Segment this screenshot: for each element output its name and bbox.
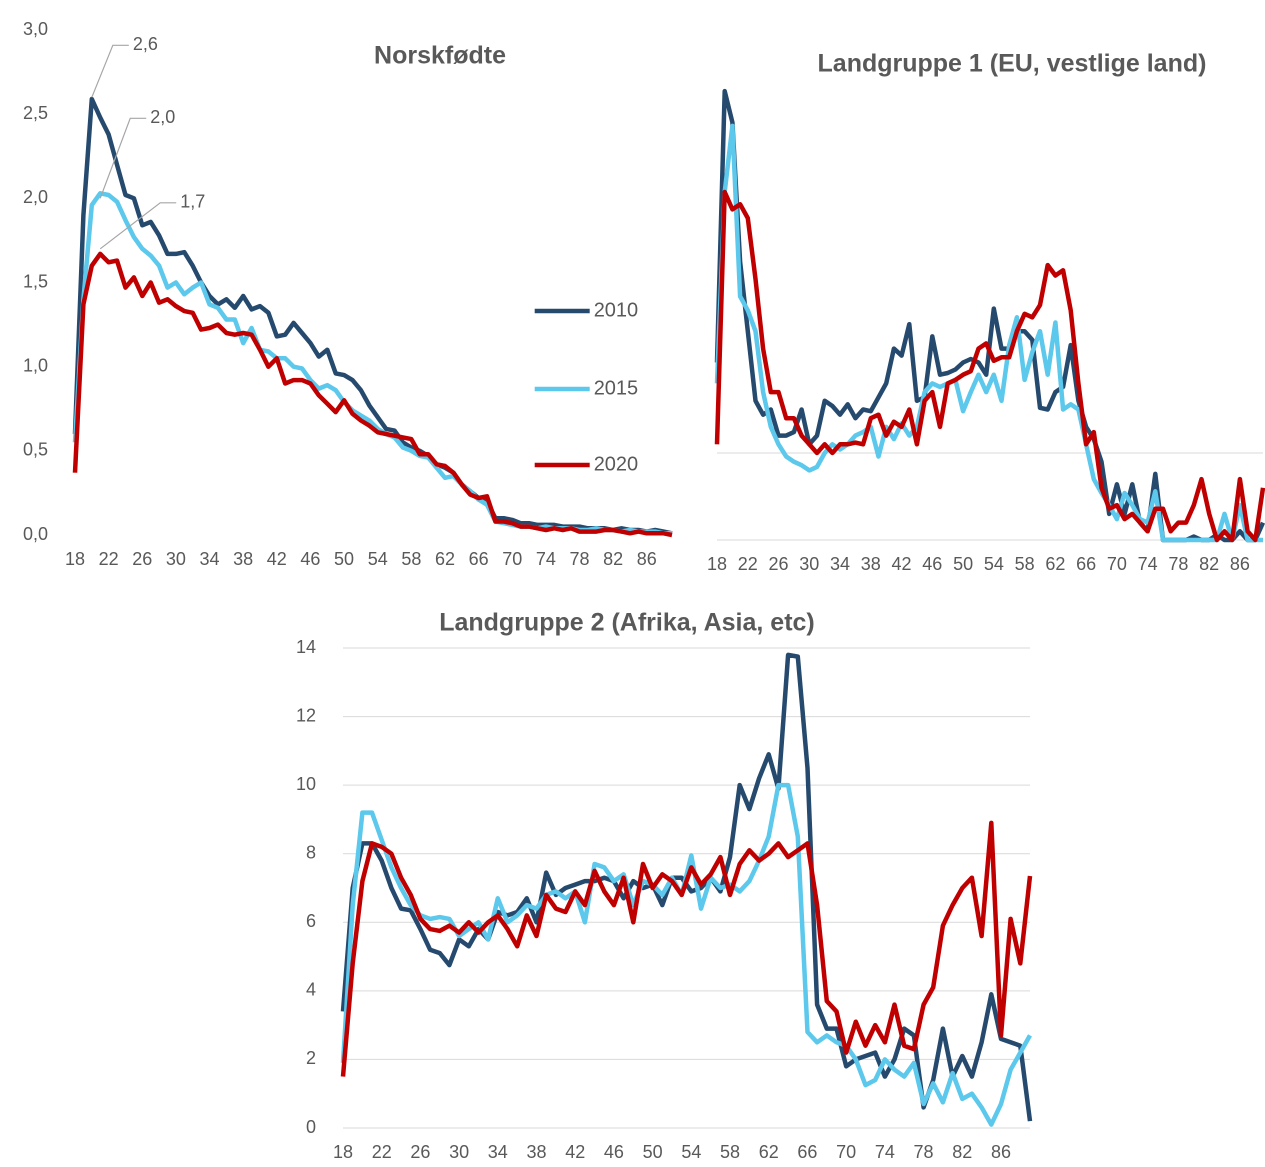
x-tick-label: 54 <box>681 1142 701 1162</box>
x-tick-label: 50 <box>334 549 354 569</box>
x-tick-label: 86 <box>991 1142 1011 1162</box>
x-tick-label: 50 <box>953 554 973 574</box>
x-tick-label: 78 <box>1168 554 1188 574</box>
x-tick-label: 82 <box>603 549 623 569</box>
x-tick-label: 30 <box>799 554 819 574</box>
x-tick-label: 46 <box>300 549 320 569</box>
annotation-leader <box>91 44 129 98</box>
data-line <box>72 251 673 538</box>
y-tick-label: 1,5 <box>23 271 48 291</box>
x-tick-label: 74 <box>1138 554 1158 574</box>
x-tick-label: 74 <box>875 1142 895 1162</box>
data-line <box>714 123 1263 543</box>
x-tick-label: 86 <box>637 549 657 569</box>
x-tick-label: 62 <box>759 1142 779 1162</box>
x-tick-label: 30 <box>166 549 186 569</box>
x-tick-label: 58 <box>401 549 421 569</box>
y-tick-label: 2,5 <box>23 103 48 123</box>
y-tick-label: 4 <box>306 980 316 1000</box>
annotation-leader <box>99 117 147 199</box>
x-tick-label: 66 <box>469 549 489 569</box>
y-tick-label: 6 <box>306 911 316 931</box>
legend-label: 2020 <box>594 453 639 475</box>
y-tick-label: 2 <box>306 1048 316 1068</box>
data-line <box>340 782 1032 1127</box>
annotation-label: 2,0 <box>150 107 175 127</box>
x-tick-label: 46 <box>922 554 942 574</box>
x-tick-label: 26 <box>132 549 152 569</box>
y-tick-label: 1,0 <box>23 355 48 375</box>
x-tick-label: 82 <box>952 1142 972 1162</box>
x-tick-label: 74 <box>536 549 556 569</box>
x-tick-label: 26 <box>410 1142 430 1162</box>
legend-label: 2015 <box>594 377 639 399</box>
x-tick-label: 18 <box>333 1142 353 1162</box>
annotation-label: 2,6 <box>133 34 158 54</box>
x-tick-label: 54 <box>368 549 388 569</box>
x-tick-label: 18 <box>707 554 727 574</box>
y-tick-label: 0 <box>306 1117 316 1137</box>
x-tick-label: 38 <box>861 554 881 574</box>
x-tick-label: 34 <box>200 549 220 569</box>
annotation-label: 1,7 <box>180 192 205 212</box>
x-tick-label: 22 <box>99 549 119 569</box>
annotation-leader <box>99 202 177 250</box>
data-line <box>714 88 1265 543</box>
x-tick-label: 26 <box>769 554 789 574</box>
x-tick-label: 66 <box>797 1142 817 1162</box>
chart-title: Norskfødte <box>374 42 506 70</box>
x-tick-label: 62 <box>435 549 455 569</box>
x-tick-label: 58 <box>1015 554 1035 574</box>
x-tick-label: 70 <box>1107 554 1127 574</box>
x-tick-label: 78 <box>914 1142 934 1162</box>
x-tick-label: 66 <box>1076 554 1096 574</box>
y-tick-label: 12 <box>296 705 316 725</box>
x-tick-label: 22 <box>372 1142 392 1162</box>
chart-title: Landgruppe 2 (Afrika, Asia, etc) <box>439 609 815 637</box>
data-line <box>340 652 1033 1122</box>
x-tick-label: 58 <box>720 1142 740 1162</box>
x-tick-label: 38 <box>233 549 253 569</box>
x-tick-label: 62 <box>1045 554 1065 574</box>
x-tick-label: 46 <box>604 1142 624 1162</box>
chart-title: Landgruppe 1 (EU, vestlige land) <box>818 50 1207 78</box>
x-tick-label: 30 <box>449 1142 469 1162</box>
data-line <box>714 189 1265 543</box>
x-tick-label: 54 <box>984 554 1004 574</box>
y-tick-label: 0,0 <box>23 524 48 544</box>
x-tick-label: 78 <box>569 549 589 569</box>
y-tick-label: 8 <box>306 842 316 862</box>
y-tick-label: 3,0 <box>23 19 48 39</box>
x-tick-label: 34 <box>488 1142 508 1162</box>
x-tick-label: 82 <box>1199 554 1219 574</box>
y-tick-label: 10 <box>296 774 316 794</box>
x-tick-label: 50 <box>643 1142 663 1162</box>
x-tick-label: 18 <box>65 549 85 569</box>
y-tick-label: 0,5 <box>23 440 48 460</box>
y-tick-label: 2,0 <box>23 187 48 207</box>
x-tick-label: 42 <box>892 554 912 574</box>
x-tick-label: 86 <box>1230 554 1250 574</box>
x-tick-label: 34 <box>830 554 850 574</box>
x-tick-label: 70 <box>502 549 522 569</box>
data-line <box>72 96 673 536</box>
x-tick-label: 70 <box>836 1142 856 1162</box>
x-tick-label: 38 <box>527 1142 547 1162</box>
x-tick-label: 42 <box>565 1142 585 1162</box>
x-tick-label: 42 <box>267 549 287 569</box>
x-tick-label: 22 <box>738 554 758 574</box>
legend-label: 2010 <box>594 299 639 321</box>
data-line <box>340 820 1033 1077</box>
y-tick-label: 14 <box>296 637 316 657</box>
